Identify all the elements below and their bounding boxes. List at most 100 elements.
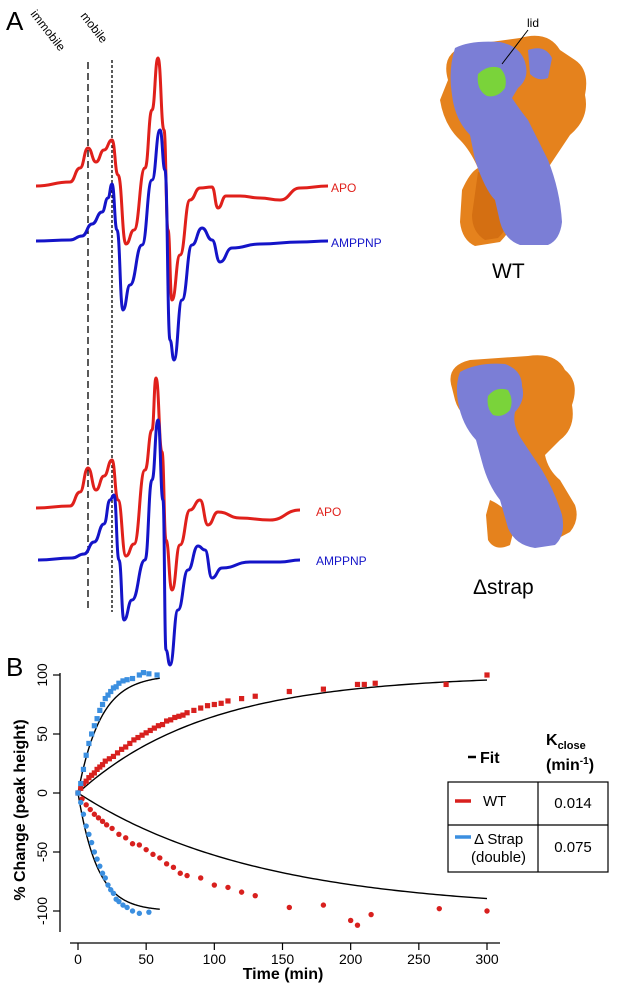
data-point [170, 864, 177, 871]
data-point [191, 707, 197, 713]
data-point [78, 780, 84, 787]
data-point [99, 701, 106, 708]
data-point [211, 701, 217, 708]
y-axis-label: % Change (peak height) [12, 719, 29, 900]
data-point [75, 790, 81, 796]
data-point [116, 831, 122, 837]
data-point [131, 737, 137, 743]
immobile-label: immobile [28, 7, 69, 54]
x-tick-label: 300 [475, 951, 499, 967]
data-point [89, 772, 95, 778]
data-point [97, 764, 103, 770]
x-tick-label: 0 [74, 951, 82, 967]
data-point [320, 902, 327, 908]
data-point [204, 703, 211, 709]
data-point [86, 740, 92, 747]
data-point [123, 835, 129, 841]
data-point [91, 849, 98, 855]
data-point [135, 734, 141, 741]
data-point [97, 863, 103, 869]
data-point [106, 756, 112, 762]
data-point [129, 841, 136, 847]
data-point [136, 910, 143, 917]
data-point [136, 672, 142, 678]
data-point [124, 677, 130, 683]
y-axis-ticks: -100 -50 0 50 100 [34, 663, 60, 925]
x-tick-label: 100 [203, 951, 227, 967]
data-point [164, 718, 170, 724]
data-point [105, 882, 111, 888]
data-point [239, 696, 245, 702]
data-point [116, 898, 122, 905]
data-point [80, 766, 87, 772]
legend-wt-label: WT [483, 793, 506, 810]
data-point [372, 680, 378, 686]
data-point [354, 681, 361, 688]
epr-spectra [35, 56, 329, 667]
data-point [139, 732, 145, 738]
x-axis-label: Time (min) [243, 966, 324, 983]
data-point [80, 780, 87, 787]
data-point [124, 904, 130, 911]
y-tick-label: -50 [34, 842, 50, 862]
data-point [136, 842, 143, 848]
bottom-amppnp-spectrum [37, 418, 301, 667]
lid-label: lid [527, 16, 539, 30]
wt-label: WT [492, 260, 525, 283]
data-points [75, 670, 490, 928]
y-tick-label: -100 [34, 897, 50, 925]
x-tick-label: 150 [271, 951, 295, 967]
data-point [147, 727, 153, 734]
data-point [151, 725, 157, 731]
legend-dstrap-label: Δ Strap [474, 831, 523, 848]
data-point [484, 672, 490, 678]
data-point [78, 799, 84, 806]
data-point [78, 785, 84, 791]
data-point [83, 752, 89, 758]
data-point [83, 823, 89, 829]
x-tick-label: 200 [339, 951, 363, 967]
data-point [119, 746, 125, 752]
data-point [95, 815, 102, 821]
data-point [198, 875, 204, 881]
data-point [80, 811, 87, 817]
data-point [143, 730, 149, 736]
data-point [94, 856, 100, 862]
data-point [102, 758, 108, 764]
data-point [172, 714, 178, 721]
data-point [127, 740, 133, 747]
data-point [120, 678, 126, 684]
top-amppnp-spectrum [35, 128, 329, 362]
dstrap-structure-image [450, 355, 577, 548]
data-point [123, 744, 129, 750]
data-point [361, 681, 367, 688]
mobile-label: mobile [78, 9, 111, 46]
data-point [83, 802, 89, 808]
data-point [102, 875, 108, 881]
data-point [140, 670, 147, 676]
data-point [286, 904, 293, 911]
bottom-apo-label: APO [316, 505, 341, 519]
data-point [225, 698, 231, 704]
data-point [163, 861, 170, 867]
data-point [88, 839, 95, 846]
panel-a-letter: A [6, 6, 24, 36]
data-point [198, 705, 204, 711]
data-point [252, 892, 258, 899]
legend-table: Fit Kclose (min-1) WT 0.014 Δ Strap (dou… [447, 732, 609, 873]
data-point [320, 686, 326, 692]
data-point [176, 713, 182, 719]
data-point [225, 884, 231, 891]
dstrap-fit-decay [77, 792, 160, 910]
data-point [120, 902, 126, 908]
data-point [110, 890, 117, 896]
x-tick-label: 250 [407, 951, 431, 967]
data-point [368, 911, 374, 918]
data-point [97, 707, 103, 713]
data-point [91, 723, 97, 729]
data-point [87, 806, 93, 813]
data-point [103, 822, 110, 828]
data-point [168, 717, 174, 723]
data-point [99, 818, 106, 825]
